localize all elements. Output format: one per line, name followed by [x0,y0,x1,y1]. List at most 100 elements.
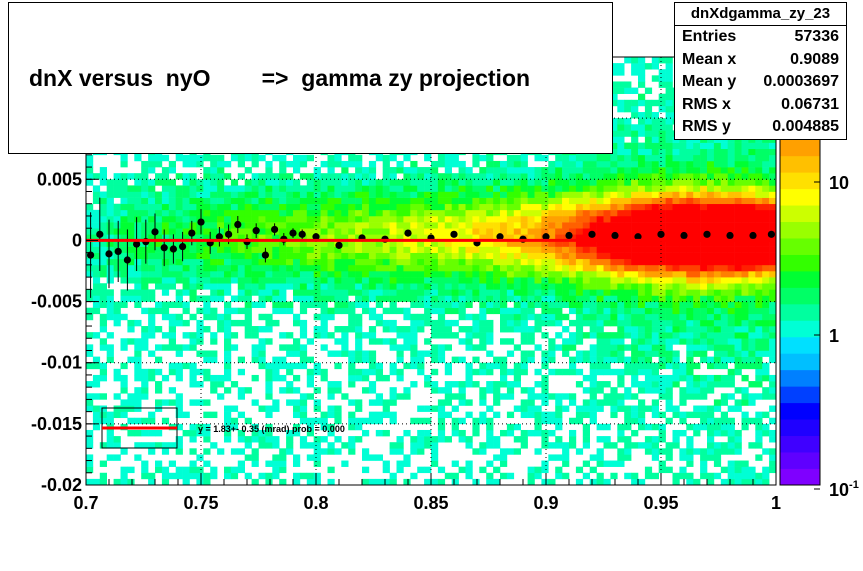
heatmap-cell [299,399,308,406]
heatmap-cell [410,173,418,180]
heatmap-cell [644,387,653,394]
heatmap-cell [569,332,577,339]
heatmap-cell [437,356,446,364]
heatmap-cell [734,313,742,321]
heatmap-cell [306,185,314,192]
heatmap-cell [658,197,666,205]
heatmap-cell [713,283,722,290]
heatmap-cell [134,258,142,266]
heatmap-cell [99,295,107,302]
heatmap-cell [672,283,680,290]
heatmap-cell [341,277,349,284]
heatmap-cell [196,179,204,186]
heatmap-cell [624,246,632,253]
heatmap-cell [210,442,218,449]
heatmap-cell [175,234,183,241]
heatmap-cell [444,393,452,400]
heatmap-cell [161,222,170,229]
heatmap-cell [707,411,715,419]
heatmap-cell [320,197,328,205]
heatmap-cell [555,167,563,174]
heatmap-cell [610,405,618,412]
heatmap-cell [686,295,694,302]
heatmap-cell [513,246,521,253]
heatmap-cell [92,173,101,180]
heatmap-cell [486,307,494,315]
heatmap-cell [555,344,563,351]
heatmap-cell [486,167,494,174]
heatmap-cell [527,173,535,180]
heatmap-cell [182,179,190,186]
heatmap-cell [175,466,183,474]
heatmap-cell [244,203,252,211]
heatmap-cell [161,191,170,198]
heatmap-cell [575,332,584,339]
heatmap-cell [189,252,197,260]
heatmap-cell [196,197,204,205]
heatmap-cell [155,356,163,364]
heatmap-cell [217,246,225,253]
heatmap-cell [734,277,742,284]
heatmap-cell [727,142,735,150]
heatmap-cell [293,405,301,412]
heatmap-cell [713,240,722,247]
heatmap-cell [651,442,659,449]
heatmap-cell [527,277,535,284]
heatmap-cell [106,240,114,247]
heatmap-cell [686,167,694,174]
heatmap-cell [92,215,101,223]
heatmap-cell [189,258,197,266]
heatmap-cell [651,448,659,455]
heatmap-cell [86,381,94,388]
heatmap-cell [189,374,197,382]
heatmap-cell [327,167,335,174]
heatmap-cell [720,326,728,333]
heatmap-cell [168,222,176,229]
heatmap-cell [355,277,363,284]
heatmap-cell [92,295,101,302]
heatmap-cell [92,222,101,229]
heatmap-cell [341,350,349,357]
heatmap-cell [569,258,577,266]
heatmap-cell [134,203,142,211]
heatmap-cell [155,203,163,211]
heatmap-cell [182,222,190,229]
heatmap-cell [617,381,625,388]
heatmap-cell [631,240,639,247]
heatmap-cell [279,448,287,455]
heatmap-cell [679,362,687,370]
heatmap-cell [610,93,618,101]
heatmap-cell [513,319,521,327]
heatmap-cell [113,185,121,192]
heatmap-cell [748,295,756,302]
heatmap-cell [500,167,508,174]
heatmap-cell [506,252,515,260]
heatmap-cell [479,154,487,162]
heatmap-cell [582,228,590,235]
heatmap-cell [513,301,521,308]
heatmap-cell [355,197,363,205]
heatmap-cell [479,319,487,327]
heatmap-cell [175,472,183,480]
heatmap-cell [437,240,446,247]
heatmap-cell [134,454,142,461]
heatmap-cell [479,228,487,235]
heatmap-cell [748,478,756,486]
heatmap-cell [120,411,128,419]
heatmap-cell [334,301,342,308]
heatmap-cell [210,264,218,272]
heatmap-cell [155,307,163,315]
heatmap-cell [389,228,397,235]
heatmap-cell [410,295,418,302]
heatmap-cell [230,332,239,339]
heatmap-cell [603,271,611,278]
heatmap-cell [113,203,121,211]
heatmap-cell [99,246,107,253]
heatmap-cell [589,356,597,364]
heatmap-cell [279,173,287,180]
heatmap-cell [700,326,708,333]
heatmap-cell [368,313,377,321]
heatmap-cell [679,319,687,327]
heatmap-cell [624,264,632,272]
heatmap-cell [320,258,328,266]
